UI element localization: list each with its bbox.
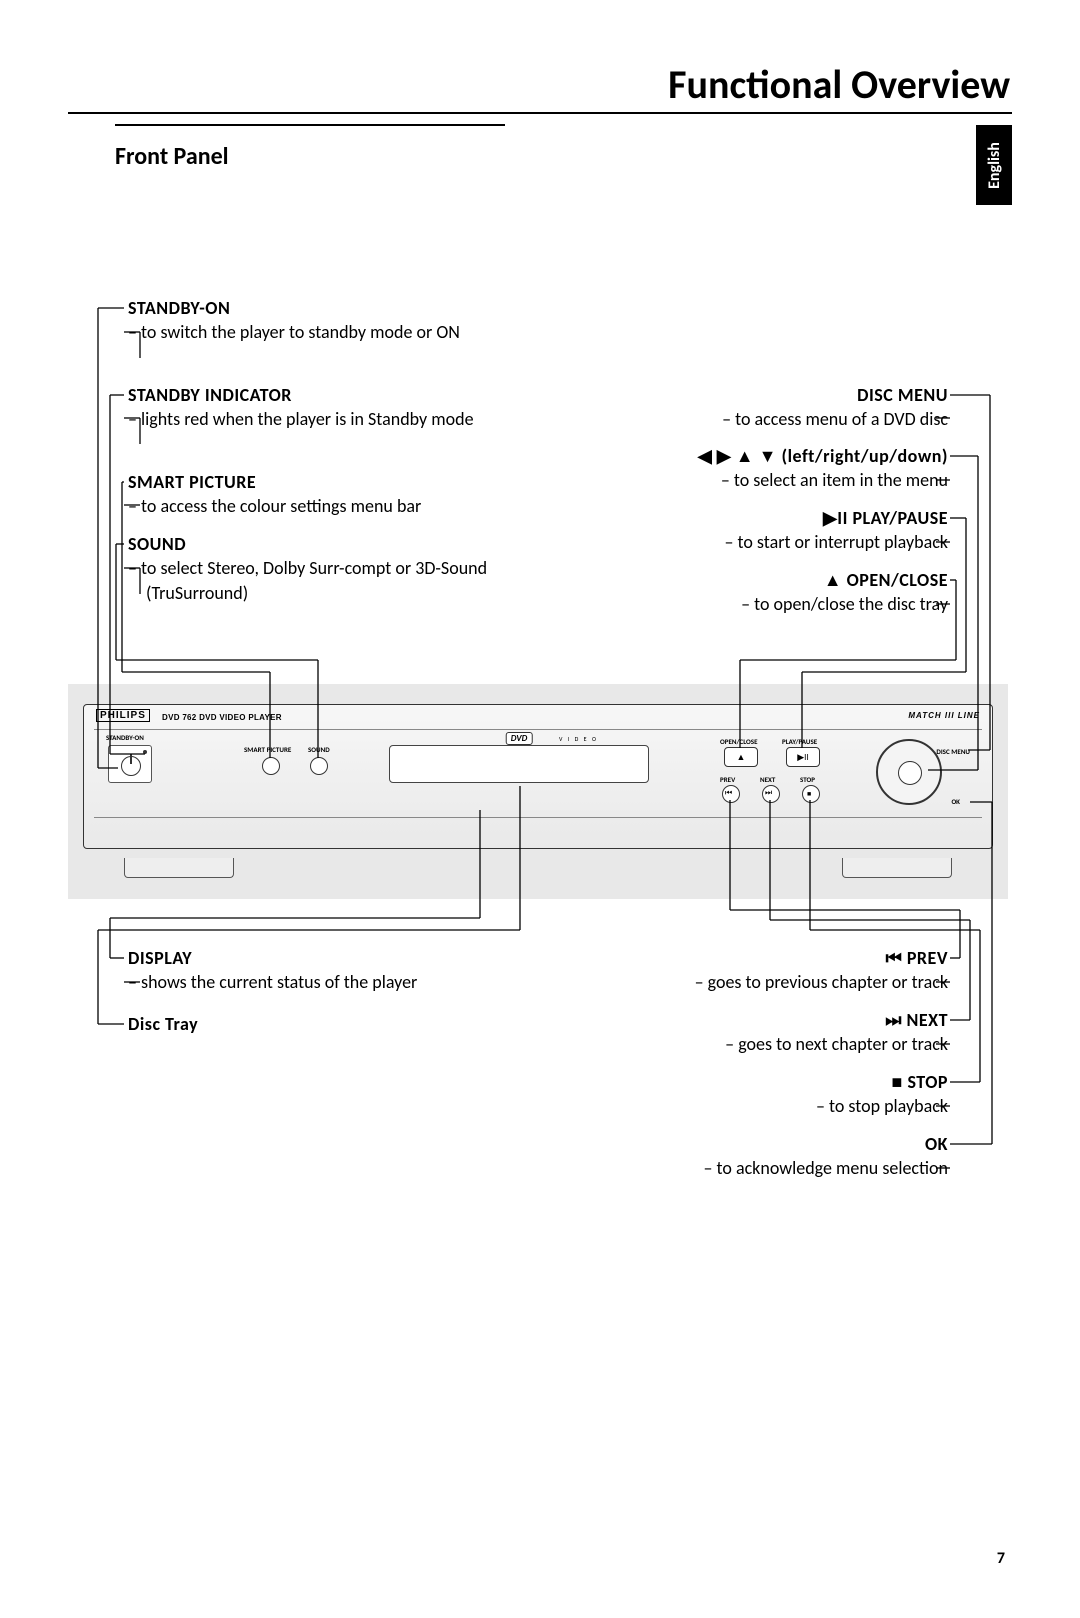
callout-stop: ■ STOP – to stop playback bbox=[548, 1070, 948, 1119]
callout-desc: – to access the colour settings menu bar bbox=[128, 494, 528, 518]
callout-desc: – to open/close the disc tray bbox=[741, 593, 948, 615]
eject-icon: ▲ bbox=[725, 748, 757, 766]
callout-open-close: ▲ OPEN/CLOSE – to open/close the disc tr… bbox=[548, 568, 948, 617]
device-foot bbox=[842, 858, 952, 878]
smart-picture-label: SMART PICTURE bbox=[244, 745, 291, 754]
page-title: Functional Overview bbox=[668, 60, 1010, 109]
callout-desc: – lights red when the player is in Stand… bbox=[128, 407, 498, 431]
callout-title: OK bbox=[548, 1132, 948, 1156]
callout-title: ▲ OPEN/CLOSE bbox=[548, 568, 948, 592]
callout-desc: – to select Stereo, Dolby Surr-compt or … bbox=[128, 556, 528, 605]
callout-standby-indicator: STANDBY INDICATOR – lights red when the … bbox=[128, 383, 498, 432]
open-close-label: OPEN/CLOSE bbox=[720, 737, 758, 746]
callout-title: SOUND bbox=[128, 532, 528, 556]
panel-divider bbox=[94, 817, 982, 818]
callout-desc: – to access menu of a DVD disc bbox=[722, 408, 948, 430]
callout-title: DISPLAY bbox=[128, 946, 528, 970]
callout-disc-menu: DISC MENU – to access menu of a DVD disc bbox=[568, 383, 948, 432]
callout-title: ⏮ PREV bbox=[548, 946, 948, 970]
callout-title: SMART PICTURE bbox=[128, 470, 528, 494]
sound-label: SOUND bbox=[308, 745, 330, 754]
play-pause-button[interactable]: ▶II bbox=[786, 747, 820, 767]
section-title: Front Panel bbox=[115, 142, 229, 171]
open-close-button[interactable]: ▲ bbox=[724, 747, 758, 767]
power-icon bbox=[121, 756, 141, 776]
language-label: English bbox=[985, 142, 1004, 189]
video-label: V I D E O bbox=[559, 735, 598, 743]
prev-label: PREV bbox=[720, 775, 735, 784]
callout-sound: SOUND – to select Stereo, Dolby Surr-com… bbox=[128, 532, 528, 605]
callout-title: STANDBY INDICATOR bbox=[128, 383, 498, 407]
callout-disc-tray: Disc Tray bbox=[128, 1012, 528, 1036]
callout-display: DISPLAY – shows the current status of th… bbox=[128, 946, 528, 995]
callout-desc: – goes to next chapter or track bbox=[725, 1033, 948, 1055]
callout-desc: – to select an item in the menu bbox=[721, 469, 948, 491]
callout-prev: ⏮ PREV – goes to previous chapter or tra… bbox=[548, 946, 948, 995]
title-rule bbox=[68, 112, 1012, 114]
model-label: DVD 762 DVD VIDEO PLAYER bbox=[162, 713, 282, 722]
stop-label: STOP bbox=[800, 775, 815, 784]
callout-title: STANDBY-ON bbox=[128, 296, 498, 320]
dvd-logo: DVD bbox=[506, 732, 533, 745]
callout-arrows: ◀ ▶ ▲ ▼ (left/right/up/down) – to select… bbox=[548, 444, 948, 493]
callout-desc: – to switch the player to standby mode o… bbox=[128, 320, 498, 344]
callout-standby-on: STANDBY-ON – to switch the player to sta… bbox=[128, 296, 498, 345]
callout-play-pause: ▶II PLAY/PAUSE – to start or interrupt p… bbox=[548, 506, 948, 555]
disc-tray[interactable]: DVD V I D E O bbox=[389, 745, 649, 783]
next-icon: ⏭ bbox=[765, 788, 772, 798]
callout-next: ⏭ NEXT – goes to next chapter or track bbox=[548, 1008, 948, 1057]
standby-led-icon bbox=[143, 750, 147, 754]
play-pause-label: PLAY/PAUSE bbox=[782, 737, 817, 746]
navigation-ring[interactable] bbox=[876, 739, 942, 805]
device-foot bbox=[124, 858, 234, 878]
callout-title: ◀ ▶ ▲ ▼ (left/right/up/down) bbox=[548, 444, 948, 468]
panel-divider bbox=[94, 729, 982, 730]
callout-desc: – to start or interrupt playback bbox=[724, 531, 948, 553]
language-tab: English bbox=[976, 125, 1012, 205]
ok-label: OK bbox=[951, 797, 960, 806]
callout-title: ▶II PLAY/PAUSE bbox=[548, 506, 948, 530]
callout-smart-picture: SMART PICTURE – to access the colour set… bbox=[128, 470, 528, 519]
callout-title: ⏭ NEXT bbox=[548, 1008, 948, 1032]
callout-desc: – goes to previous chapter or track bbox=[695, 971, 948, 993]
stop-icon: ■ bbox=[807, 789, 811, 798]
callout-title: ■ STOP bbox=[548, 1070, 948, 1094]
matchline-label: MATCH III LINE bbox=[908, 711, 980, 720]
callout-title: DISC MENU bbox=[568, 383, 948, 407]
callout-desc: – shows the current status of the player bbox=[128, 970, 528, 994]
disc-menu-label: DISC MENU bbox=[936, 747, 970, 756]
section-rule bbox=[115, 124, 505, 126]
callout-desc: – to stop playback bbox=[816, 1095, 948, 1117]
callout-ok: OK – to acknowledge menu selection bbox=[548, 1132, 948, 1181]
page-number: 7 bbox=[997, 1549, 1005, 1568]
play-pause-icon: ▶II bbox=[787, 748, 819, 766]
smart-picture-button[interactable] bbox=[262, 757, 280, 775]
standby-on-button[interactable] bbox=[108, 745, 152, 783]
standby-label: STANDBY-ON bbox=[106, 733, 144, 742]
callout-title: Disc Tray bbox=[128, 1012, 528, 1036]
prev-icon: ⏮ bbox=[725, 788, 732, 798]
sound-button[interactable] bbox=[310, 757, 328, 775]
next-label: NEXT bbox=[760, 775, 775, 784]
brand-logo: PHILIPS bbox=[96, 709, 150, 722]
device-background: PHILIPS DVD 762 DVD VIDEO PLAYER MATCH I… bbox=[68, 684, 1008, 899]
dvd-player-device: PHILIPS DVD 762 DVD VIDEO PLAYER MATCH I… bbox=[83, 704, 993, 849]
callout-desc: – to acknowledge menu selection bbox=[704, 1157, 949, 1179]
